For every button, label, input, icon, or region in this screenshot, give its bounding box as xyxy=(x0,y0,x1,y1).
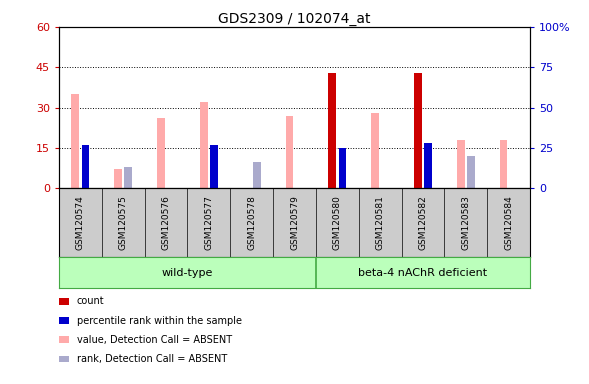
Bar xyxy=(467,156,475,188)
Text: GSM120575: GSM120575 xyxy=(118,195,128,250)
Text: GSM120578: GSM120578 xyxy=(247,195,256,250)
Bar xyxy=(286,116,293,188)
Text: count: count xyxy=(77,296,104,306)
Text: GSM120582: GSM120582 xyxy=(419,195,428,250)
Text: percentile rank within the sample: percentile rank within the sample xyxy=(77,316,241,326)
Title: GDS2309 / 102074_at: GDS2309 / 102074_at xyxy=(219,12,370,26)
Text: GSM120579: GSM120579 xyxy=(290,195,299,250)
Bar xyxy=(339,148,346,188)
Bar xyxy=(253,162,261,188)
Bar xyxy=(499,140,507,188)
Bar xyxy=(82,145,90,188)
Text: GSM120583: GSM120583 xyxy=(461,195,471,250)
Text: GSM120584: GSM120584 xyxy=(504,195,513,250)
Text: GSM120574: GSM120574 xyxy=(76,195,85,250)
Bar xyxy=(328,73,336,188)
Bar xyxy=(371,113,379,188)
Bar xyxy=(414,73,422,188)
Bar xyxy=(124,167,132,188)
Bar xyxy=(424,143,432,188)
Bar xyxy=(157,118,165,188)
Bar xyxy=(71,94,79,188)
Bar xyxy=(200,102,207,188)
Text: beta-4 nAChR deficient: beta-4 nAChR deficient xyxy=(359,268,488,278)
Bar xyxy=(114,169,122,188)
Text: value, Detection Call = ABSENT: value, Detection Call = ABSENT xyxy=(77,335,231,345)
Text: wild-type: wild-type xyxy=(162,268,213,278)
Bar xyxy=(457,140,465,188)
Text: rank, Detection Call = ABSENT: rank, Detection Call = ABSENT xyxy=(77,354,227,364)
Text: GSM120577: GSM120577 xyxy=(204,195,213,250)
Text: GSM120580: GSM120580 xyxy=(333,195,342,250)
Text: GSM120581: GSM120581 xyxy=(376,195,385,250)
Bar xyxy=(210,145,218,188)
Text: GSM120576: GSM120576 xyxy=(161,195,170,250)
